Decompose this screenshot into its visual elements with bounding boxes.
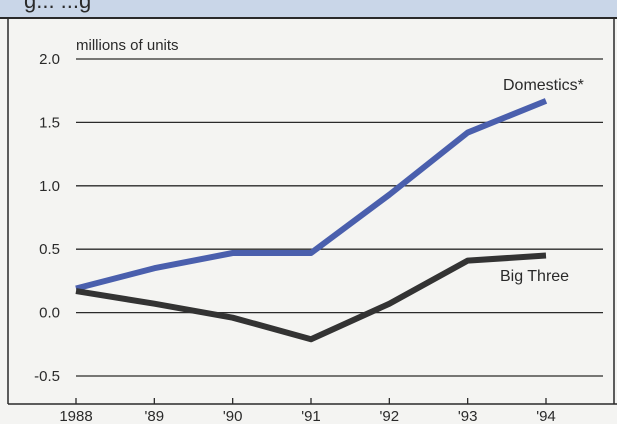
series-label: Domestics* (503, 77, 584, 94)
series-line-big-three (75, 252, 547, 343)
y-tick-label: 0.0 (39, 305, 60, 322)
y-tick-labels: 2.0 1.5 1.0 0.5 0.0 -0.5 (34, 51, 60, 385)
x-tick-label: '89 (145, 408, 165, 424)
y-tick-label: -0.5 (34, 368, 60, 385)
series-labels: Domestics* Big Three (500, 77, 584, 285)
x-tick-label: '91 (301, 408, 321, 424)
x-tick-label: '94 (536, 408, 556, 424)
chart-title-band: g... ...g (0, 0, 617, 19)
gridlines (7, 17, 617, 405)
y-tick-label: 1.0 (39, 178, 60, 195)
chart-title-fragment: g... ...g (24, 0, 92, 13)
y-tick-label: 0.5 (39, 241, 60, 258)
y-tick-label: 1.5 (39, 114, 60, 131)
series-label: Big Three (500, 268, 569, 285)
x-tick-label: '92 (380, 408, 400, 424)
series-lines (75, 98, 548, 343)
x-tick-label: '93 (458, 408, 478, 424)
x-tick-labels: 1988 '89 '90 '91 '92 '93 '94 (59, 398, 556, 424)
y-axis-unit-label: millions of units (76, 37, 179, 54)
series-line-domestics (75, 98, 548, 292)
x-tick-label: 1988 (59, 408, 92, 424)
x-tick-label: '90 (223, 408, 243, 424)
y-tick-label: 2.0 (39, 51, 60, 68)
